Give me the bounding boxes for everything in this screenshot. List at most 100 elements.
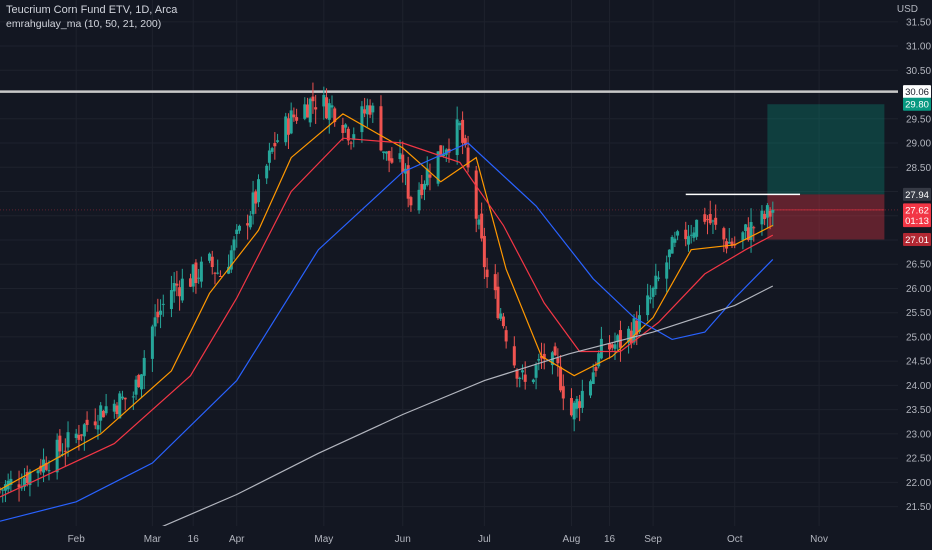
price-tag: 01:13 — [903, 214, 931, 228]
candle-body — [371, 105, 375, 113]
candle-body — [760, 210, 764, 225]
candle-body — [673, 238, 677, 243]
candle — [569, 388, 573, 417]
candle-body — [676, 231, 680, 236]
candle — [314, 94, 318, 124]
candle — [286, 113, 290, 150]
candle — [333, 106, 337, 127]
candle — [153, 304, 157, 337]
price-tick-label: 22.50 — [906, 454, 931, 465]
candle-body — [390, 158, 394, 163]
candle — [267, 142, 271, 171]
candle-body — [232, 239, 236, 251]
candle-body — [629, 330, 633, 344]
candle — [749, 208, 753, 253]
candle — [520, 364, 524, 380]
candle — [534, 362, 538, 390]
candle-body — [651, 287, 655, 297]
candle — [676, 229, 680, 241]
candle-body — [648, 297, 652, 300]
candle — [442, 145, 446, 158]
currency-label: USD — [896, 4, 918, 15]
candle — [295, 108, 299, 124]
symbol-legend[interactable]: Teucrium Corn Fund ETV, 1D, Arca — [6, 4, 178, 16]
candle — [235, 224, 239, 248]
candle-body — [496, 286, 500, 319]
candle — [216, 259, 220, 275]
candle — [744, 223, 748, 240]
candle — [616, 333, 620, 353]
candle-body — [569, 398, 573, 416]
candle — [120, 390, 124, 401]
candle — [210, 250, 214, 275]
candle-body — [352, 134, 356, 140]
candle — [730, 237, 734, 248]
candle-body — [39, 465, 43, 472]
candle — [618, 320, 622, 362]
candle-body — [428, 174, 432, 178]
price-tick-label: 29.00 — [906, 139, 931, 150]
candle — [482, 227, 486, 279]
time-tick-label: Aug — [563, 534, 581, 545]
candle — [711, 219, 715, 234]
candle-body — [746, 227, 750, 240]
price-tick-label: 24.00 — [906, 381, 931, 392]
candle-body — [474, 170, 478, 219]
candle-body — [425, 168, 429, 186]
candle-body — [286, 118, 290, 135]
candle — [553, 342, 557, 357]
candle-body — [9, 478, 13, 485]
candle-body — [540, 355, 544, 359]
candle — [363, 97, 367, 118]
price-tag: 30.06 — [903, 85, 931, 99]
candle — [341, 117, 345, 141]
candle — [227, 254, 231, 275]
candle — [578, 394, 582, 422]
candle-body — [765, 205, 769, 218]
price-tag-bg — [903, 203, 931, 217]
candle-body — [613, 344, 617, 349]
time-tick-label: Nov — [810, 534, 828, 545]
candle-body — [618, 330, 622, 348]
candle — [80, 434, 84, 441]
candle — [150, 324, 154, 372]
candle-body — [99, 405, 103, 421]
candle — [458, 121, 462, 131]
candle — [670, 235, 674, 254]
candle-body — [96, 425, 100, 430]
candle-body — [82, 424, 86, 437]
candle-body — [406, 165, 410, 199]
candle — [559, 355, 563, 393]
candle-body — [646, 295, 650, 316]
candle — [409, 195, 413, 212]
price-tick-label: 23.50 — [906, 405, 931, 416]
candle — [466, 135, 470, 173]
candle — [406, 156, 410, 208]
candle-body — [689, 234, 693, 236]
candle — [322, 86, 326, 120]
candle — [673, 231, 677, 248]
indicator-legend[interactable]: emrahgulay_ma (10, 50, 21, 200) — [6, 18, 162, 30]
candle — [390, 147, 394, 164]
price-tag-bg — [903, 97, 931, 111]
candle-body — [104, 406, 108, 414]
candle — [330, 95, 334, 118]
candle — [112, 399, 116, 419]
price-tag-label: 30.06 — [905, 87, 929, 98]
candle — [368, 99, 372, 118]
candle-body — [436, 151, 440, 184]
candle — [477, 214, 481, 230]
candle — [461, 111, 465, 155]
candle-body — [199, 261, 203, 282]
candle-body — [188, 278, 192, 287]
candle-body — [684, 229, 688, 240]
candle-body — [512, 346, 516, 366]
candle-body — [153, 317, 157, 327]
price-tick-label: 30.50 — [906, 66, 931, 77]
price-tick-label: 31.00 — [906, 42, 931, 53]
candle-body — [637, 315, 641, 332]
candle-body — [270, 148, 274, 152]
candle-body — [295, 117, 299, 121]
